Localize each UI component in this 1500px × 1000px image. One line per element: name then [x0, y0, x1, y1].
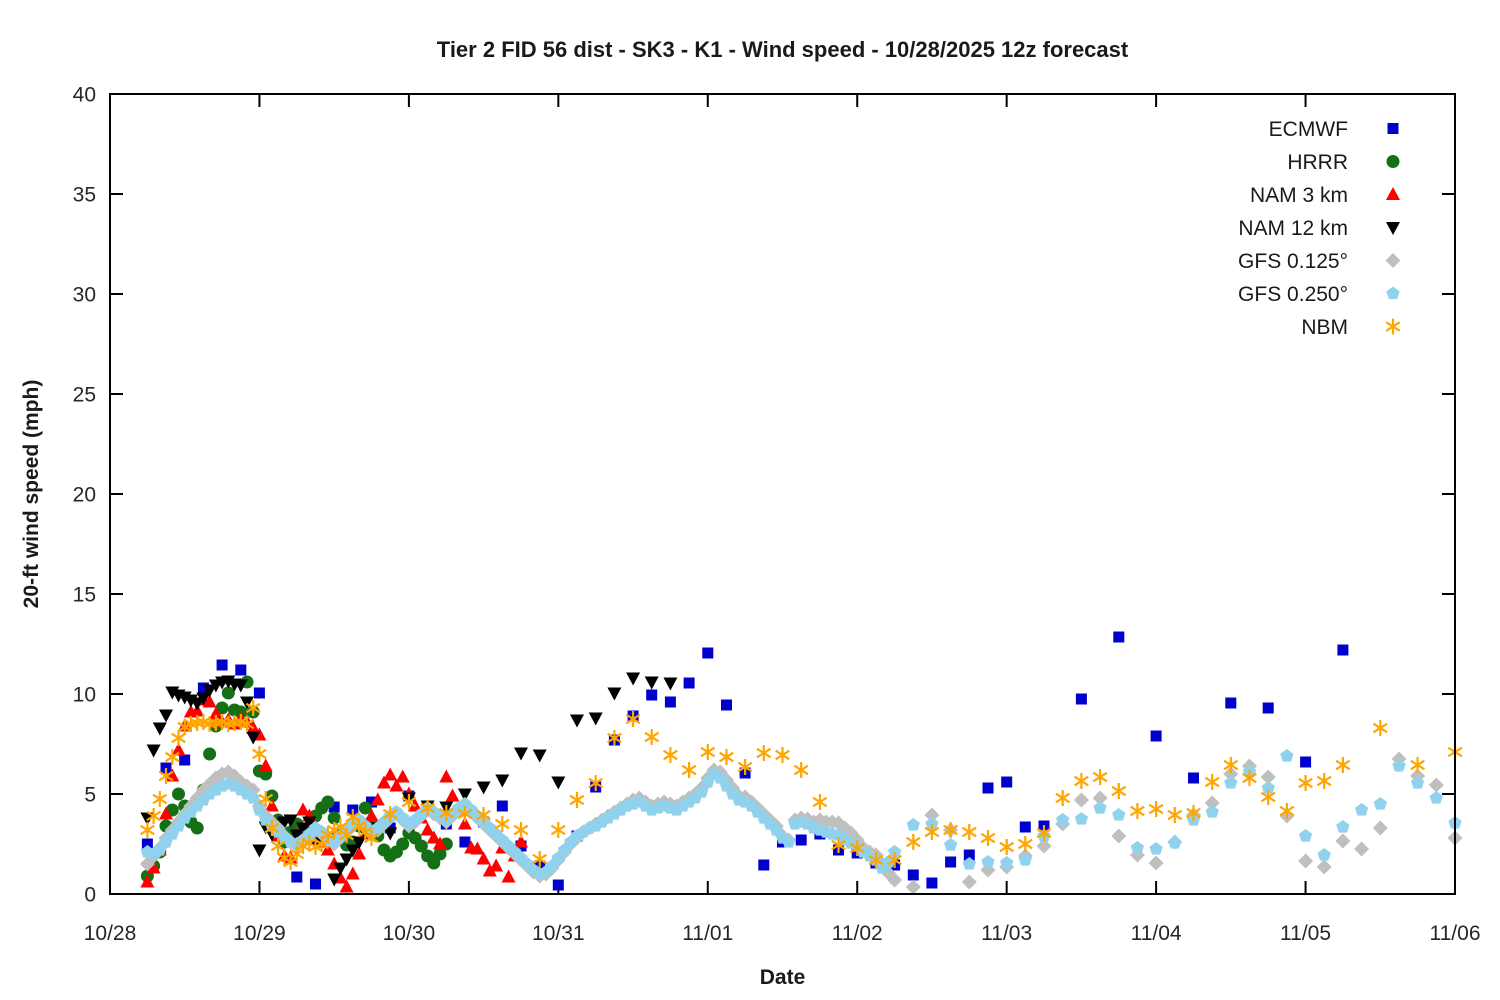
- x-tick-label: 11/06: [1430, 922, 1481, 945]
- x-tick-label: 11/03: [981, 922, 1032, 945]
- x-tick-label: 10/28: [84, 922, 137, 945]
- legend-label-ecmwf: ECMWF: [1269, 118, 1348, 141]
- x-tick-label: 10/29: [233, 922, 286, 945]
- legend-label-nam-12-km: NAM 12 km: [1238, 217, 1348, 240]
- x-tick-label: 11/01: [682, 922, 733, 945]
- legend-label-gfs-0-250-: GFS 0.250°: [1238, 283, 1348, 306]
- y-tick-label: 40: [73, 84, 96, 107]
- x-tick-label: 11/04: [1131, 922, 1182, 945]
- legend-label-hrrr: HRRR: [1287, 151, 1348, 174]
- legend: ECMWF HRRR NAM 3 km NAM 12 km GFS 0.125° GFS …: [1238, 118, 1401, 339]
- x-tick-label: 10/31: [532, 922, 585, 945]
- y-tick-label: 20: [73, 484, 96, 507]
- legend-label-nam-3-km: NAM 3 km: [1250, 184, 1348, 207]
- x-axis-label: Date: [760, 966, 806, 989]
- chart-title: Tier 2 FID 56 dist - SK3 - K1 - Wind spe…: [437, 37, 1129, 62]
- series-nbm: [140, 700, 1463, 870]
- x-tick-label: 11/05: [1280, 922, 1331, 945]
- y-axis-label: 20-ft wind speed (mph): [20, 380, 43, 609]
- y-tick-label: 30: [73, 284, 96, 307]
- y-tick-label: 0: [84, 884, 96, 907]
- y-tick-label: 35: [73, 184, 96, 207]
- tick-labels: 10/28 10/29 10/30 10/31 11/01 11/02 11/03 11/04…: [73, 84, 1481, 946]
- y-tick-label: 5: [84, 784, 96, 807]
- x-tick-label: 10/30: [383, 922, 436, 945]
- y-tick-label: 15: [73, 584, 96, 607]
- legend-label-gfs-0-125-: GFS 0.125°: [1238, 250, 1348, 273]
- y-tick-label: 25: [73, 384, 96, 407]
- plot-border: [109, 93, 1456, 895]
- y-tick-label: 10: [73, 684, 96, 707]
- legend-label-nbm: NBM: [1301, 316, 1348, 339]
- x-tick-label: 11/02: [832, 922, 883, 945]
